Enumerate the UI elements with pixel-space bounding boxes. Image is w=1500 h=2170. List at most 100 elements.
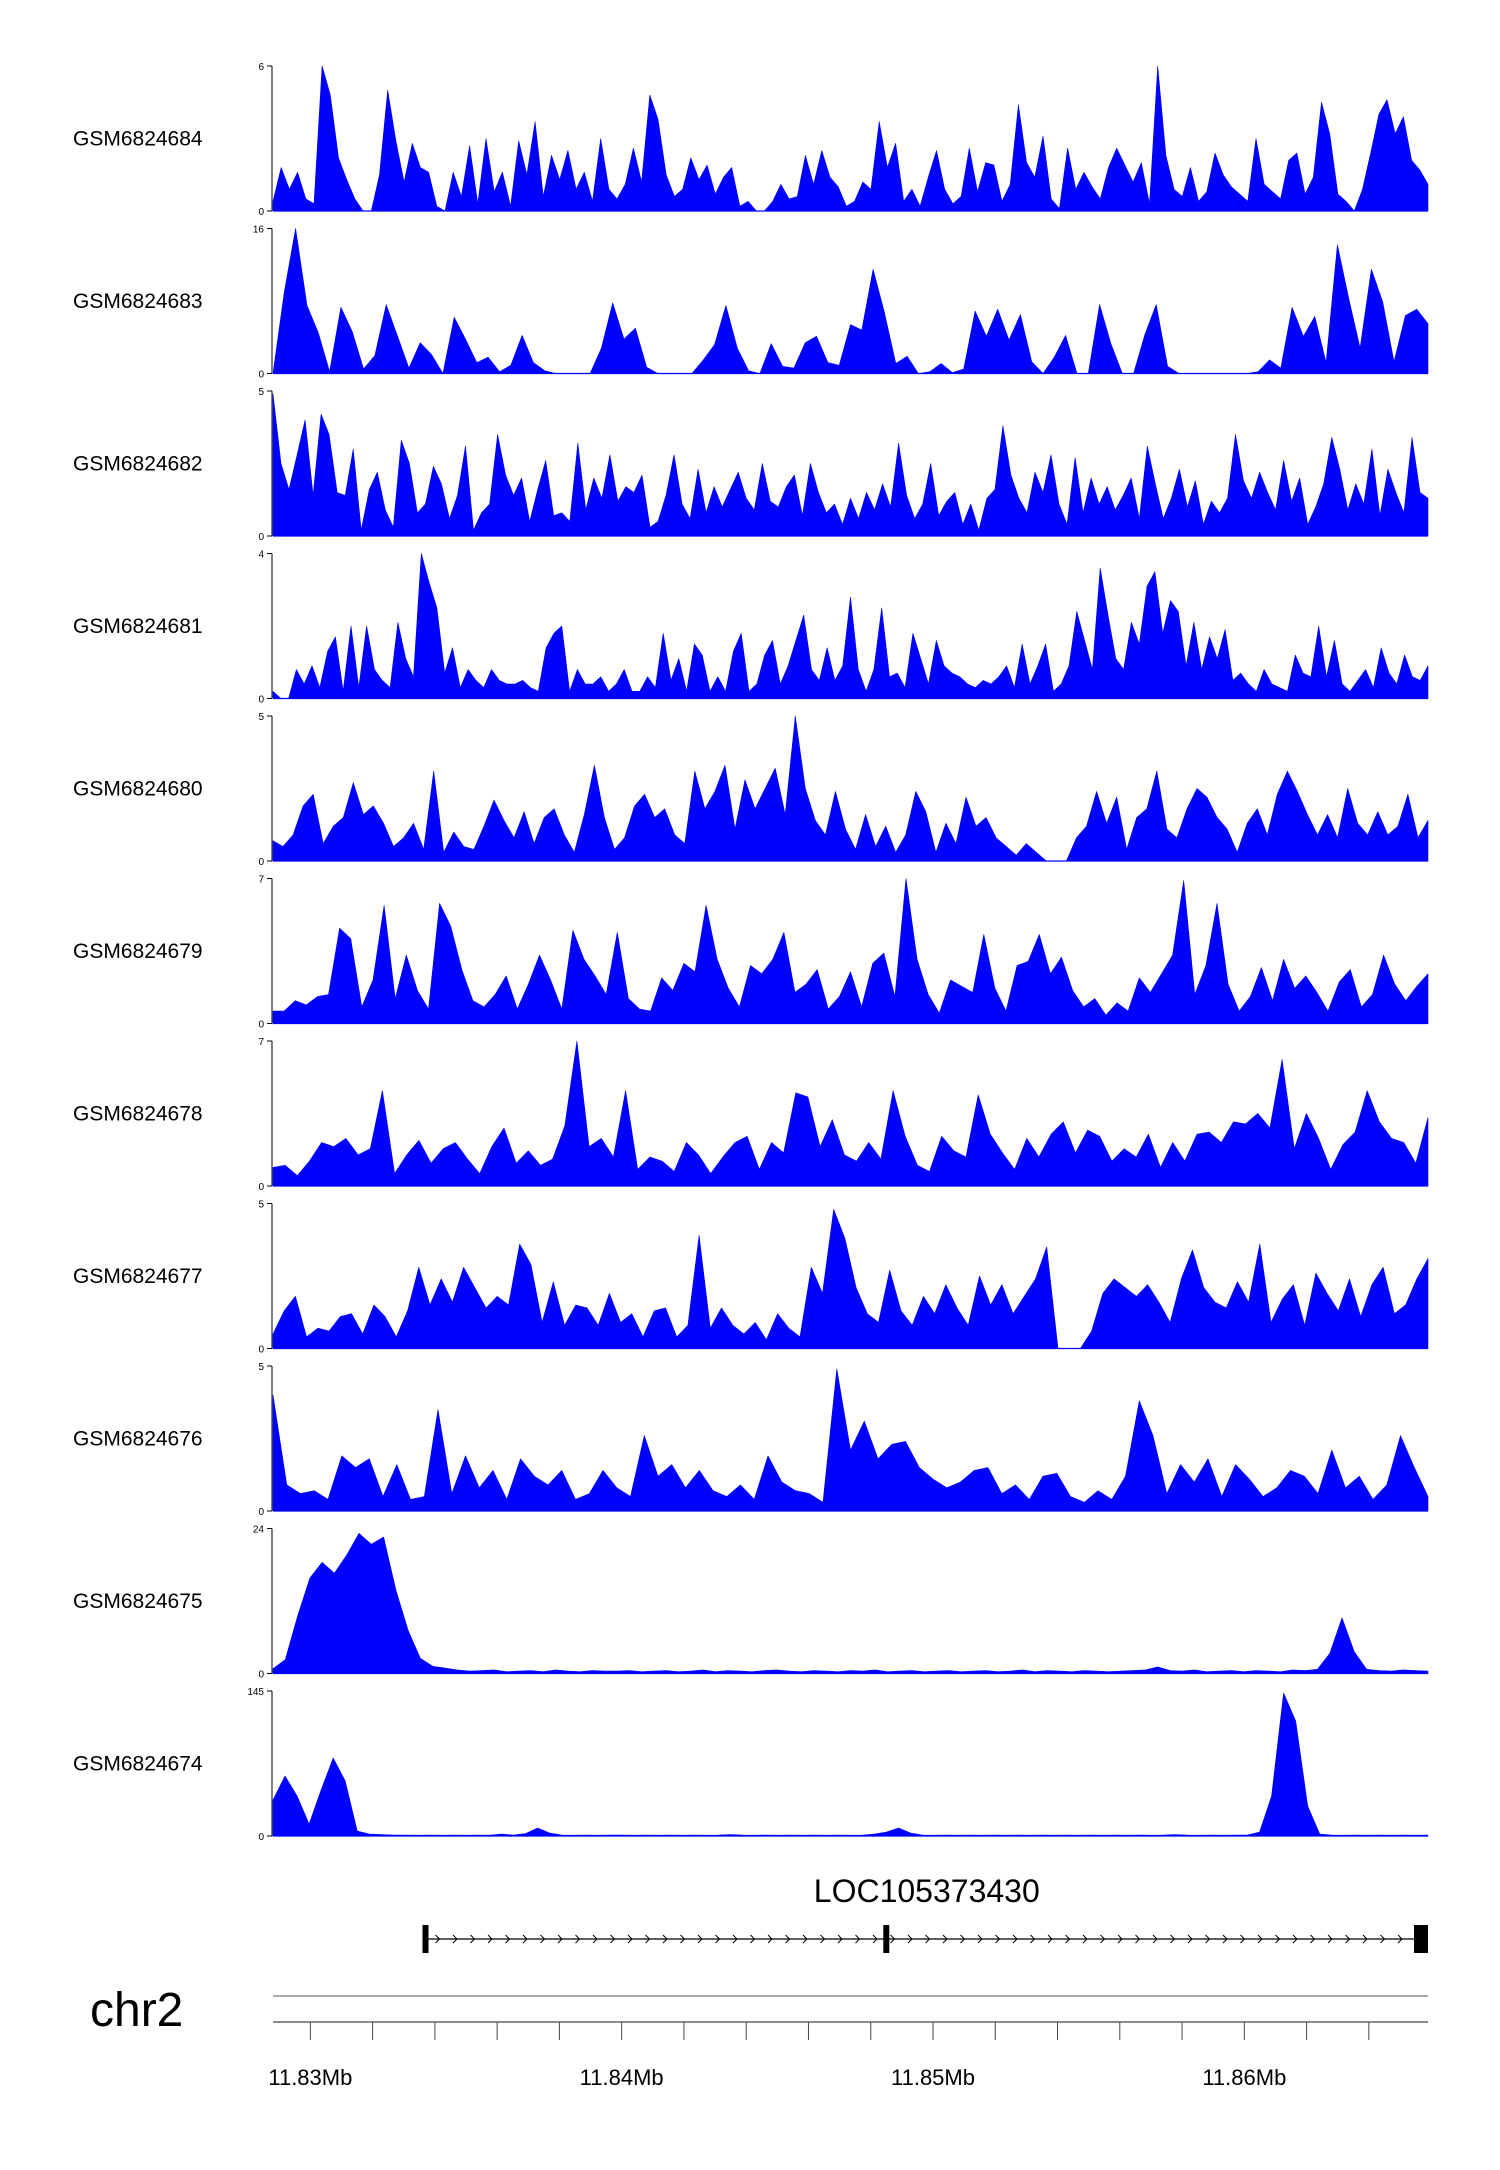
coverage-area (272, 553, 1429, 699)
strand-arrow (1135, 1934, 1141, 1944)
gene-exon (422, 1925, 429, 1953)
gene-track: LOC105373430 (422, 1873, 1428, 1953)
strand-arrow (592, 1934, 598, 1944)
coverage-area (272, 878, 1429, 1024)
strand-arrow (557, 1934, 563, 1944)
strand-arrow (715, 1934, 721, 1944)
y-zero-label: 0 (258, 370, 264, 381)
strand-arrow (1362, 1934, 1368, 1944)
y-zero-label: 0 (258, 1020, 264, 1031)
track-GSM6824679: GSM6824679 7 0 (73, 875, 1429, 1031)
strand-arrow (977, 1934, 983, 1944)
strand-arrow (995, 1934, 1001, 1944)
strand-arrow (540, 1934, 546, 1944)
strand-arrow (872, 1934, 878, 1944)
coverage-tracks: GSM682468460GSM6824683160GSM682468250GSM… (73, 62, 1429, 1843)
strand-arrow (505, 1934, 511, 1944)
track-label: GSM6824683 (73, 290, 203, 313)
strand-arrow (680, 1934, 686, 1944)
strand-arrow (802, 1934, 808, 1944)
chromosome-label: chr2 (90, 1984, 183, 2037)
strand-arrow (1065, 1934, 1071, 1944)
y-zero-label: 0 (258, 857, 264, 868)
strand-arrow (487, 1934, 493, 1944)
strand-arrow (522, 1934, 528, 1944)
y-max-label: 7 (258, 875, 264, 886)
track-GSM6824677: GSM6824677 5 0 (73, 1200, 1429, 1356)
strand-arrow (1327, 1934, 1333, 1944)
strand-arrow (925, 1934, 931, 1944)
strand-arrow (767, 1934, 773, 1944)
strand-arrow (1205, 1934, 1211, 1944)
coverage-area (272, 65, 1429, 212)
coverage-area (272, 1209, 1429, 1349)
strand-arrow (627, 1934, 633, 1944)
strand-arrow (575, 1934, 581, 1944)
strand-arrow (1117, 1934, 1123, 1944)
track-GSM6824675: GSM6824675 24 0 (73, 1525, 1429, 1681)
y-max-label: 5 (258, 387, 264, 398)
track-label: GSM6824682 (73, 453, 203, 476)
track-label: GSM6824677 (73, 1265, 203, 1288)
track-label: GSM6824674 (73, 1753, 203, 1776)
track-GSM6824678: GSM6824678 7 0 (73, 1037, 1429, 1193)
strand-arrow (960, 1934, 966, 1944)
strand-arrow (732, 1934, 738, 1944)
strand-arrow (697, 1934, 703, 1944)
y-zero-label: 0 (258, 1832, 264, 1843)
strand-arrow (1100, 1934, 1106, 1944)
coverage-area (272, 393, 1429, 537)
track-label: GSM6824678 (73, 1103, 203, 1126)
strand-arrow (1345, 1934, 1351, 1944)
strand-arrow (855, 1934, 861, 1944)
strand-arrow (837, 1934, 843, 1944)
track-GSM6824684: GSM6824684 6 0 (73, 62, 1429, 218)
strand-arrow (435, 1934, 441, 1944)
coverage-area (272, 1692, 1429, 1837)
strand-arrow (1380, 1934, 1386, 1944)
strand-arrow (1030, 1934, 1036, 1944)
strand-arrow (452, 1934, 458, 1944)
strand-arrow (1152, 1934, 1158, 1944)
track-GSM6824680: GSM6824680 5 0 (73, 712, 1429, 868)
y-max-label: 6 (258, 62, 264, 73)
strand-arrow (1222, 1934, 1228, 1944)
coverage-area (272, 715, 1429, 862)
genome-axis: chr2 11.83Mb 11.84Mb 11.85Mb 11.86Mb (90, 1984, 1428, 2090)
y-zero-label: 0 (258, 1182, 264, 1193)
coverage-area (272, 228, 1429, 374)
strand-arrow (907, 1934, 913, 1944)
y-max-label: 16 (253, 225, 265, 236)
track-label: GSM6824679 (73, 940, 203, 963)
coverage-area (272, 1533, 1429, 1674)
strand-arrow (662, 1934, 668, 1944)
strand-arrow (1275, 1934, 1281, 1944)
track-GSM6824683: GSM6824683 16 0 (73, 225, 1429, 381)
strand-arrow (470, 1934, 476, 1944)
coverage-area (272, 1368, 1429, 1512)
y-max-label: 5 (258, 1200, 264, 1211)
track-GSM6824681: GSM6824681 4 0 (73, 550, 1429, 706)
axis-tick-label: 11.83Mb (268, 2065, 352, 2090)
strand-arrow (820, 1934, 826, 1944)
strand-arrow (1397, 1934, 1403, 1944)
y-max-label: 5 (258, 712, 264, 723)
gene-exon (883, 1925, 890, 1953)
track-GSM6824674: GSM6824674 145 0 (73, 1687, 1429, 1843)
axis-tick-label: 11.84Mb (580, 2065, 664, 2090)
y-zero-label: 0 (258, 1670, 264, 1681)
track-GSM6824682: GSM6824682 5 0 (73, 387, 1429, 543)
strand-arrow (645, 1934, 651, 1944)
y-zero-label: 0 (258, 207, 264, 218)
strand-arrow (1012, 1934, 1018, 1944)
strand-arrow (1292, 1934, 1298, 1944)
y-zero-label: 0 (258, 695, 264, 706)
strand-arrow (750, 1934, 756, 1944)
strand-arrow (1240, 1934, 1246, 1944)
strand-arrow (785, 1934, 791, 1944)
strand-arrow (942, 1934, 948, 1944)
coverage-area (272, 1040, 1429, 1187)
strand-arrow (1047, 1934, 1053, 1944)
strand-arrow (1257, 1934, 1263, 1944)
